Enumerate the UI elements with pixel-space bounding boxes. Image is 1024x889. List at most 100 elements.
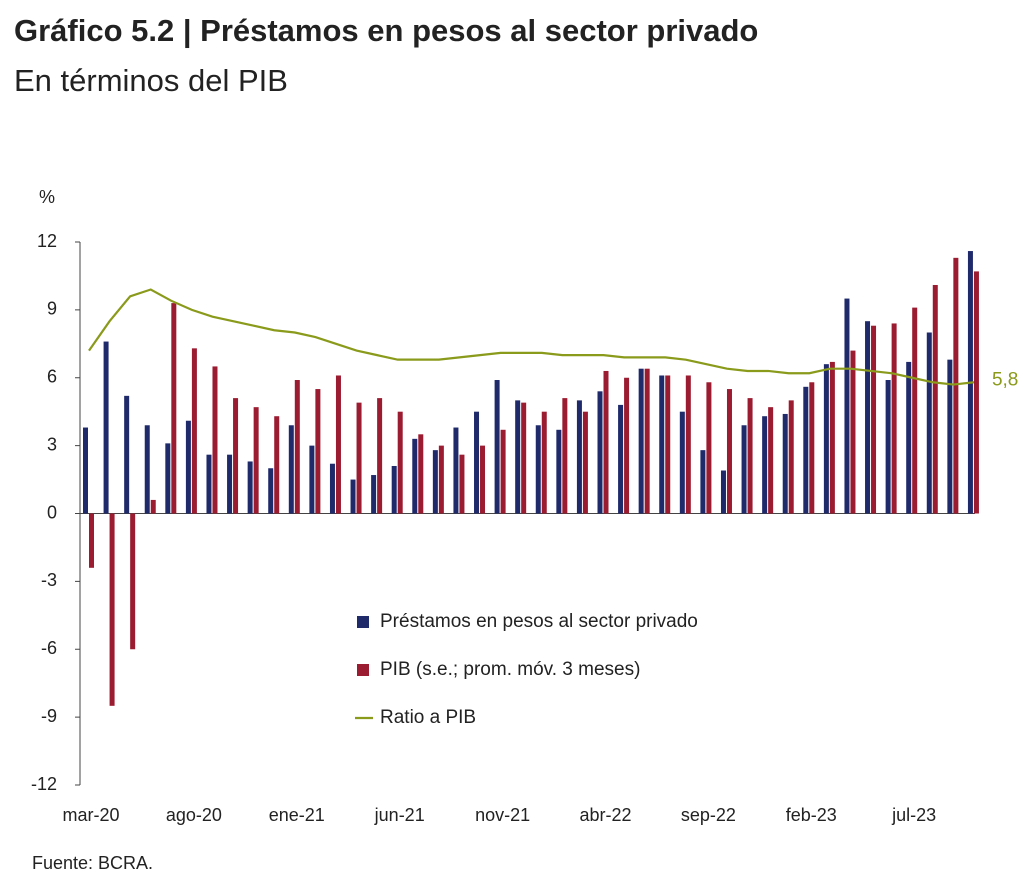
bar	[679, 411, 685, 514]
bar	[103, 341, 109, 514]
bar	[803, 386, 809, 514]
bar	[947, 359, 953, 514]
bar	[397, 411, 403, 514]
bar	[191, 348, 197, 514]
x-tick-label: sep-22	[681, 805, 736, 825]
bar	[582, 411, 588, 514]
bar	[474, 411, 480, 514]
y-axis-label: %	[39, 187, 55, 207]
source: Fuente: BCRA.	[32, 853, 153, 873]
x-tick-label: ene-21	[269, 805, 325, 825]
bar	[659, 375, 665, 514]
bar	[185, 420, 191, 514]
bar	[480, 445, 486, 514]
bar	[206, 454, 212, 514]
bar	[233, 398, 239, 514]
bar	[391, 465, 397, 514]
bar	[973, 271, 979, 514]
bar	[109, 513, 115, 706]
bar	[418, 434, 424, 514]
bar	[885, 380, 891, 514]
bar	[500, 429, 506, 514]
bar	[453, 427, 459, 514]
bar	[788, 400, 794, 514]
legend-swatch	[357, 616, 369, 628]
bar	[329, 463, 335, 514]
chart-title: Gráfico 5.2 | Préstamos en pesos al sect…	[14, 13, 758, 48]
bar	[809, 382, 815, 514]
bar	[535, 425, 541, 514]
bar	[912, 307, 918, 514]
y-tick-label: -12	[31, 774, 57, 794]
y-tick-label: 9	[47, 299, 57, 319]
bar	[521, 402, 527, 514]
y-tick-label: 12	[37, 231, 57, 251]
bar	[871, 325, 877, 514]
legend-label: PIB (s.e.; prom. móv. 3 meses)	[380, 659, 640, 680]
bar	[953, 257, 959, 514]
legend-label: Ratio a PIB	[380, 707, 476, 728]
bar	[438, 445, 444, 514]
bar	[747, 398, 753, 514]
bar	[371, 475, 377, 514]
bar	[268, 468, 274, 514]
bar	[768, 407, 774, 514]
bar	[335, 375, 341, 514]
line	[88, 288, 975, 386]
bar	[597, 391, 603, 514]
bar	[227, 454, 233, 514]
bar	[165, 443, 171, 514]
bar	[556, 429, 562, 514]
bar	[171, 303, 177, 514]
legend-swatch	[357, 664, 369, 676]
bar	[865, 321, 871, 514]
y-tick-label: -9	[41, 706, 57, 726]
bar	[685, 375, 691, 514]
bar	[720, 470, 726, 514]
x-tick-label: mar-20	[62, 805, 119, 825]
bar	[700, 450, 706, 514]
bar	[288, 425, 294, 514]
bar	[494, 380, 500, 514]
bar	[212, 366, 218, 514]
bar	[144, 425, 150, 514]
bar	[829, 361, 835, 514]
bar	[665, 375, 671, 514]
bar	[459, 454, 465, 514]
bar	[83, 427, 88, 514]
bar	[315, 389, 321, 514]
bar	[762, 416, 768, 514]
x-tick-label: jun-21	[374, 805, 425, 825]
bar	[932, 284, 938, 514]
bar	[891, 323, 897, 514]
x-tick-label: abr-22	[579, 805, 631, 825]
bar	[706, 382, 712, 514]
legend-label: Préstamos en pesos al sector privado	[380, 611, 698, 632]
bar	[253, 407, 259, 514]
bar	[926, 332, 932, 514]
bar	[274, 416, 280, 514]
bar	[356, 402, 362, 514]
x-tick-label: nov-21	[475, 805, 530, 825]
bar	[844, 298, 850, 514]
value-label: 5,8	[992, 369, 1018, 390]
y-tick-label: 3	[47, 434, 57, 454]
bar	[618, 404, 624, 514]
bar	[638, 368, 644, 514]
y-tick-label: -3	[41, 570, 57, 590]
x-tick-label: jul-23	[891, 805, 936, 825]
bar	[294, 380, 300, 514]
bar	[309, 445, 315, 514]
bar	[432, 450, 438, 514]
bar	[726, 389, 732, 514]
bar	[782, 413, 788, 514]
bar	[850, 350, 856, 514]
bar	[541, 411, 547, 514]
y-tick-label: -6	[41, 638, 57, 658]
bar	[515, 400, 521, 514]
chart-subtitle: En términos del PIB	[14, 63, 288, 98]
bar	[562, 398, 568, 514]
x-tick-label: feb-23	[786, 805, 837, 825]
y-tick-label: 0	[47, 502, 57, 522]
